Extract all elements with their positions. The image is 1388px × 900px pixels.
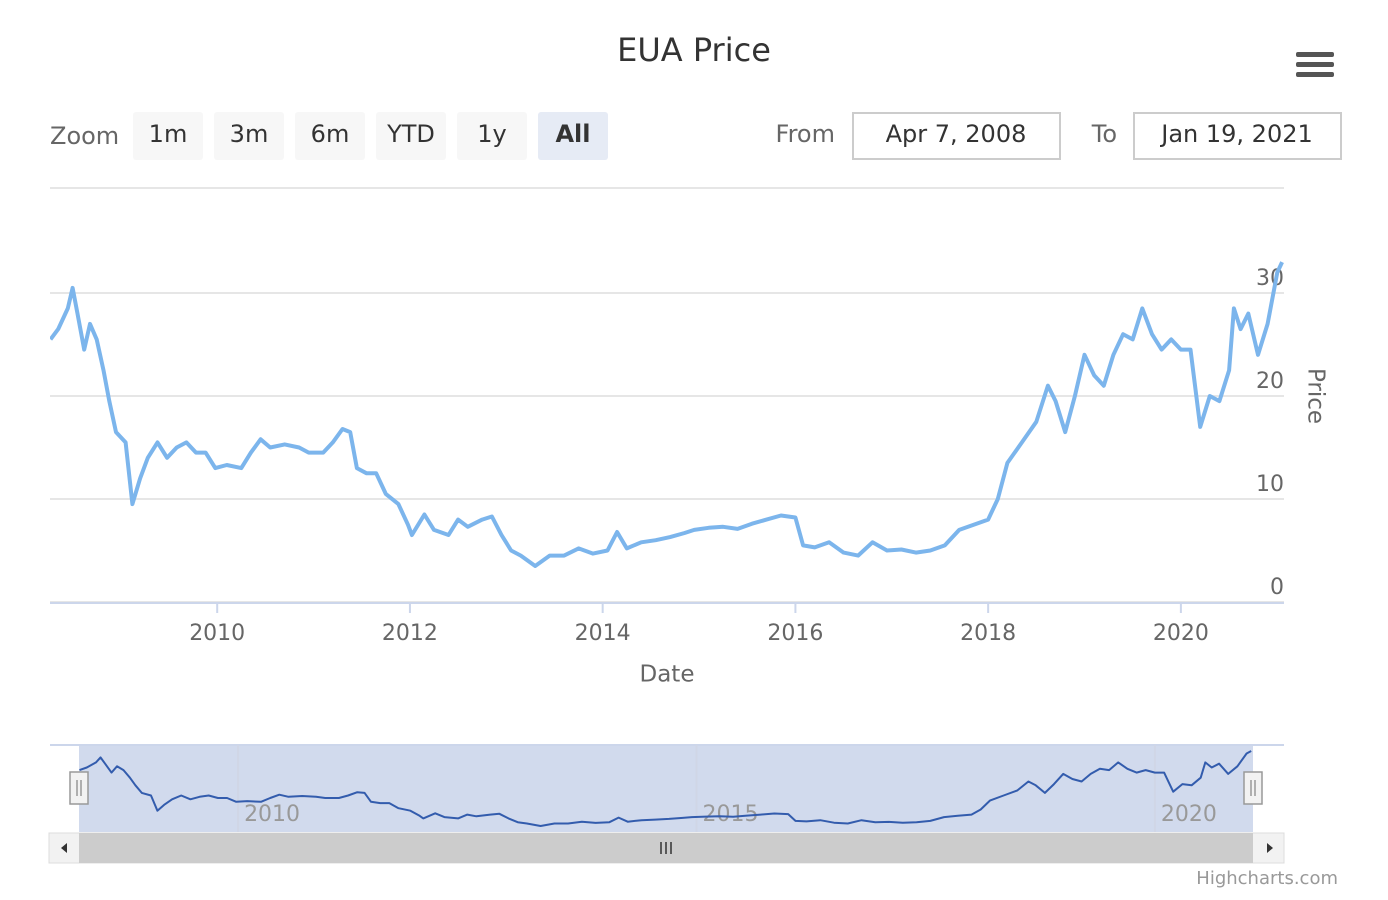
from-input[interactable]: Apr 7, 2008 bbox=[852, 112, 1061, 160]
x-axis-title: Date bbox=[640, 662, 695, 688]
button-bg bbox=[214, 112, 284, 160]
x-tick-label: 2012 bbox=[382, 621, 438, 646]
navigator-handle[interactable] bbox=[1243, 771, 1263, 805]
button-bg bbox=[133, 112, 203, 160]
credits[interactable]: Highcharts.com bbox=[1196, 868, 1338, 889]
from-label: From bbox=[776, 120, 835, 148]
to-label: To bbox=[1091, 120, 1117, 148]
y-tick-label: 20 bbox=[1256, 369, 1284, 394]
zoom-button[interactable]: 1y bbox=[457, 112, 527, 160]
button-label: 3m bbox=[230, 120, 269, 148]
x-tick-label: 2010 bbox=[189, 621, 245, 646]
y-axis-title: Price bbox=[1303, 368, 1329, 424]
button-label: YTD bbox=[386, 120, 435, 148]
scrollbar-thumb[interactable] bbox=[79, 833, 1253, 863]
zoom-label: Zoom bbox=[50, 122, 119, 150]
x-tick-label: 2014 bbox=[575, 621, 631, 646]
x-tick-label: 2020 bbox=[1153, 621, 1209, 646]
menu-bar bbox=[1296, 62, 1334, 67]
handle-box bbox=[1243, 771, 1263, 805]
navigator-handle[interactable] bbox=[69, 771, 89, 805]
y-tick-label: 10 bbox=[1256, 472, 1284, 497]
menu-bar bbox=[1296, 52, 1334, 57]
zoom-button[interactable]: 3m bbox=[214, 112, 284, 160]
chart-title: EUA Price bbox=[617, 31, 771, 69]
button-label: 1y bbox=[477, 120, 506, 148]
x-tick-label: 2018 bbox=[960, 621, 1016, 646]
button-bg bbox=[538, 112, 608, 160]
navigator-bg bbox=[79, 745, 1253, 832]
button-label: All bbox=[555, 120, 590, 148]
price-line bbox=[50, 261, 1284, 568]
y-tick-label: 0 bbox=[1270, 575, 1284, 600]
zoom-button[interactable]: 1m bbox=[133, 112, 203, 160]
button-bg bbox=[376, 112, 446, 160]
menu-button[interactable] bbox=[1296, 52, 1334, 77]
button-bg bbox=[295, 112, 365, 160]
input-box bbox=[852, 112, 1061, 160]
scroll-left[interactable] bbox=[61, 843, 67, 853]
to-input[interactable]: Jan 19, 2021 bbox=[1133, 112, 1342, 160]
zoom-button[interactable]: YTD bbox=[376, 112, 446, 160]
menu-bar bbox=[1296, 72, 1334, 77]
handle-box bbox=[69, 771, 89, 805]
zoom-button[interactable]: All bbox=[538, 112, 608, 160]
x-tick-label: 2016 bbox=[767, 621, 823, 646]
input-box bbox=[1133, 112, 1342, 160]
button-label: 1m bbox=[149, 120, 188, 148]
navigator-tick-label: 2020 bbox=[1161, 802, 1217, 827]
button-bg bbox=[457, 112, 527, 160]
zoom-button[interactable]: 6m bbox=[295, 112, 365, 160]
navigator-tick-label: 2010 bbox=[244, 802, 300, 827]
scroll-right[interactable] bbox=[1267, 843, 1273, 853]
from-value: Apr 7, 2008 bbox=[886, 120, 1027, 148]
navigator-line bbox=[79, 750, 1252, 827]
to-value: Jan 19, 2021 bbox=[1159, 120, 1313, 148]
button-label: 6m bbox=[311, 120, 350, 148]
